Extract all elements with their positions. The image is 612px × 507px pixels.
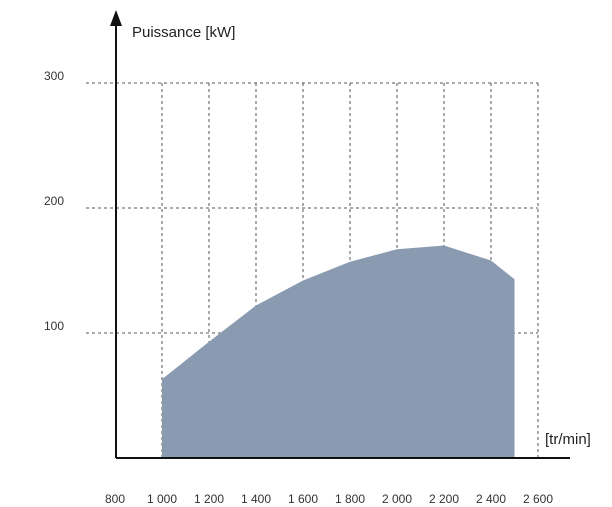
x-tick-label: 1 400 — [241, 492, 271, 506]
x-tick-label: 2 600 — [523, 492, 553, 506]
x-tick-label: 2 200 — [429, 492, 459, 506]
y-tick-label: 300 — [44, 69, 64, 83]
y-axis-title: Puissance [kW] — [132, 24, 235, 41]
tick-labels: 800 1 000 1 200 1 400 1 600 1 800 2 000 2 200 2 … — [44, 69, 553, 506]
x-tick-label: 1 600 — [288, 492, 318, 506]
x-tick-label: 1 800 — [335, 492, 365, 506]
y-tick-label: 100 — [44, 319, 64, 333]
axes — [110, 10, 570, 459]
y-tick-label: 200 — [44, 194, 64, 208]
x-tick-label: 2 000 — [382, 492, 412, 506]
x-axis-title: [tr/min] — [545, 431, 591, 448]
x-tick-label: 2 400 — [476, 492, 506, 506]
x-tick-label: 1 000 — [147, 492, 177, 506]
x-tick-label: 800 — [105, 492, 125, 506]
power-area — [162, 245, 515, 458]
y-axis-arrow — [110, 10, 122, 26]
x-tick-label: 1 200 — [194, 492, 224, 506]
